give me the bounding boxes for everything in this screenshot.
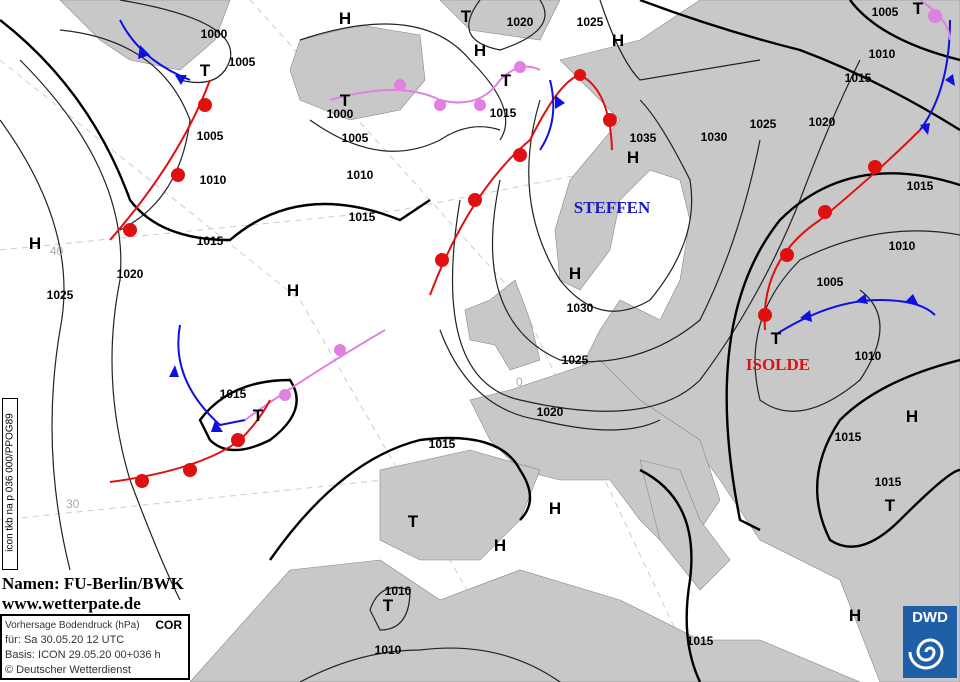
pressure-centers: H T H H T T T H H H H T T H H T H H T T … xyxy=(29,0,924,625)
pressure-center: T xyxy=(771,329,782,348)
forecast-info-box: COR Vorhersage Bodendruck (hPa) für: Sa … xyxy=(0,614,190,680)
pressure-center: H xyxy=(29,234,41,253)
pressure-center: H xyxy=(849,606,861,625)
pressure-center: T xyxy=(913,0,924,18)
pressure-center: T xyxy=(501,71,512,90)
scandinavia-russia xyxy=(554,0,960,682)
naming-credit: Namen: FU-Berlin/BWK xyxy=(2,574,184,593)
isobar-label: 1010 xyxy=(347,168,374,182)
graticule-label: 0 xyxy=(516,375,523,389)
isobar-label: 1020 xyxy=(809,115,836,129)
isobar-label: 1000 xyxy=(327,107,354,121)
isobar-label: 1025 xyxy=(562,353,589,367)
isobar-label: 1005 xyxy=(342,131,369,145)
isobar-label: 1010 xyxy=(889,239,916,253)
valid-time: für: Sa 30.05.20 12 UTC xyxy=(5,634,125,646)
isobar-label: 1010 xyxy=(375,643,402,657)
isobar-label: 1025 xyxy=(47,288,74,302)
isobar-label: 1025 xyxy=(577,15,604,29)
iberia xyxy=(379,449,541,561)
credits: Namen: FU-Berlin/BWK www.wetterpate.de xyxy=(2,574,184,614)
isobar-label: 1010 xyxy=(869,47,896,61)
isobar-label: 1015 xyxy=(875,475,902,489)
front-symbols xyxy=(123,9,955,488)
isobar-label: 1005 xyxy=(197,129,224,143)
swirl-icon xyxy=(908,638,944,670)
isobar-label: 1030 xyxy=(567,301,594,315)
isobar-labels: 1000 1005 1005 1010 1015 1020 1025 1000 … xyxy=(47,5,934,657)
pressure-center: T xyxy=(408,512,419,531)
cold-front-isolde xyxy=(774,298,936,336)
product-code-box: icon tkb na p 036 000/PPOG89 xyxy=(2,398,18,570)
warm-front-russia xyxy=(763,129,921,331)
north-africa xyxy=(189,559,861,682)
british-isles xyxy=(464,279,541,371)
cor-flag: COR xyxy=(155,618,182,632)
iceland xyxy=(289,24,426,121)
isobar-label: 1005 xyxy=(817,275,844,289)
isobar-label: 1015 xyxy=(429,437,456,451)
occlusion-russia xyxy=(919,0,951,41)
pressure-center: H xyxy=(339,9,351,28)
isobar-label: 1015 xyxy=(687,634,714,648)
graticule-label: 40 xyxy=(50,244,64,258)
pressure-center: T xyxy=(200,61,211,80)
isobar-label: 1020 xyxy=(537,405,564,419)
pressure-center: T xyxy=(340,91,351,110)
isobar-label: 1030 xyxy=(701,130,728,144)
pressure-center: T xyxy=(885,496,896,515)
pressure-center: H xyxy=(287,281,299,300)
graticule-labels: 40 30 0 xyxy=(50,244,523,511)
isobar-label: 1015 xyxy=(349,210,376,224)
pressure-center: T xyxy=(383,596,394,615)
pressure-center: H xyxy=(627,148,639,167)
occlusion-atlantic xyxy=(244,329,386,421)
info-title: Vorhersage Bodendruck (hPa) xyxy=(5,620,140,631)
pressure-center: H xyxy=(906,407,918,426)
graticule-label: 30 xyxy=(66,497,80,511)
isobar-label: 1020 xyxy=(117,267,144,281)
isobar-label: 1015 xyxy=(907,179,934,193)
isobar-label: 1015 xyxy=(197,234,224,248)
greenland xyxy=(59,0,231,71)
isobar-label: 1000 xyxy=(201,27,228,41)
isobar-label: 1015 xyxy=(845,71,872,85)
website-link[interactable]: www.wetterpate.de xyxy=(2,594,141,613)
dwd-logo-text: DWD xyxy=(912,609,948,626)
isobar-label: 1020 xyxy=(507,15,534,29)
system-name-steffen: STEFFEN xyxy=(574,198,651,217)
copyright: © Deutscher Wetterdienst xyxy=(5,664,131,676)
cold-front-norway xyxy=(539,79,555,151)
svalbard-arctic xyxy=(439,0,561,41)
product-code: icon tkb na p 036 000/PPOG89 xyxy=(4,413,16,552)
pressure-center: H xyxy=(494,536,506,555)
model-basis: Basis: ICON 29.05.20 00+036 h xyxy=(5,649,161,661)
pressure-center: H xyxy=(549,499,561,518)
system-name-isolde: ISOLDE xyxy=(746,355,810,374)
pressure-center: H xyxy=(474,41,486,60)
isobar-label: 1010 xyxy=(385,584,412,598)
isobar-label: 1035 xyxy=(630,131,657,145)
isobar-label: 1015 xyxy=(220,387,247,401)
isobar-label: 1010 xyxy=(855,349,882,363)
isobar-label: 1015 xyxy=(490,106,517,120)
pressure-center: H xyxy=(569,264,581,283)
italy-balkans xyxy=(639,459,731,591)
pressure-center: T xyxy=(253,406,264,425)
warm-front-atlantic xyxy=(429,73,613,296)
isobar-label: 1010 xyxy=(200,173,227,187)
dwd-logo: DWD xyxy=(903,606,957,678)
isobar-label: 1015 xyxy=(835,430,862,444)
isobar-label: 1005 xyxy=(872,5,899,19)
land-masses xyxy=(59,0,960,682)
cold-front-atlantic xyxy=(177,324,246,427)
isobar-label: 1005 xyxy=(229,55,256,69)
isobar-label: 1025 xyxy=(750,117,777,131)
pressure-center: T xyxy=(461,7,472,26)
pressure-center: H xyxy=(612,31,624,50)
warm-front-greenland xyxy=(109,79,211,241)
